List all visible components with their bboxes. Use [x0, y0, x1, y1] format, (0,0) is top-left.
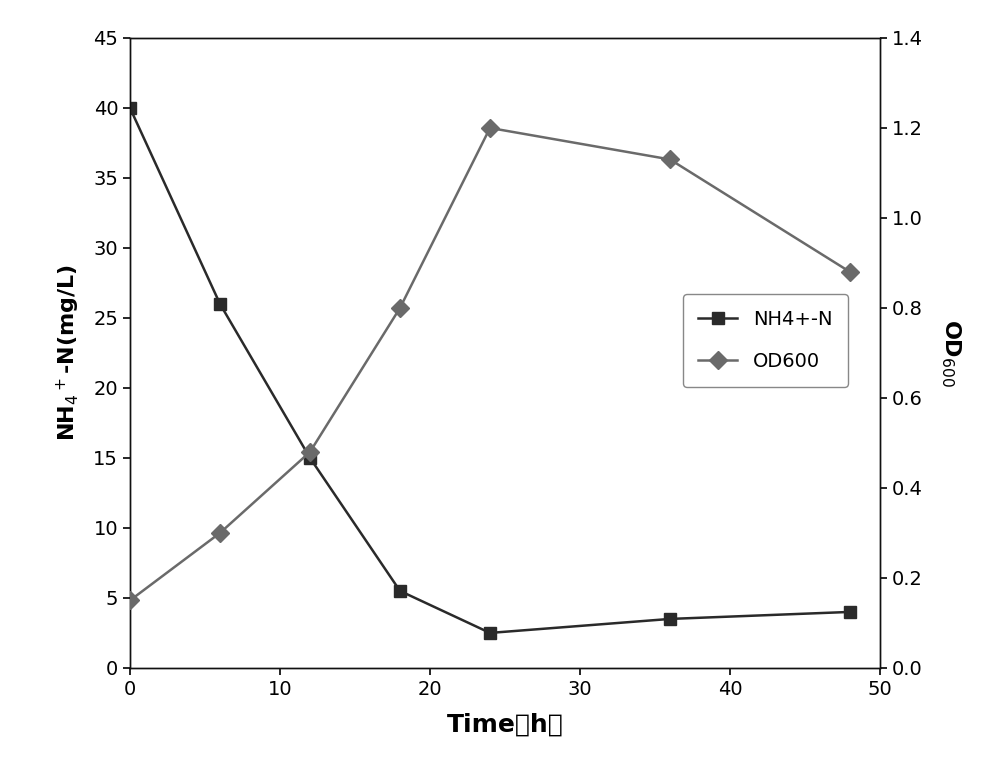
NH4+-N: [124, 103, 136, 112]
OD600: [304, 447, 316, 456]
OD600: [394, 304, 406, 313]
X-axis label: Time（h）: Time（h）: [447, 713, 563, 737]
Y-axis label: OD$_{600}$: OD$_{600}$: [939, 319, 963, 387]
NH4+-N: [664, 614, 676, 623]
Line: NH4+-N: NH4+-N: [124, 102, 856, 639]
NH4+-N: [394, 587, 406, 596]
NH4+-N: [484, 628, 496, 638]
OD600: [124, 596, 136, 605]
OD600: [664, 155, 676, 164]
OD600: [484, 124, 496, 133]
OD600: [844, 267, 856, 276]
NH4+-N: [304, 453, 316, 462]
Legend: NH4+-N, OD600: NH4+-N, OD600: [683, 294, 848, 386]
Y-axis label: NH$_4$$^+$-N(mg/L): NH$_4$$^+$-N(mg/L): [55, 264, 82, 442]
OD600: [214, 528, 226, 537]
Line: OD600: OD600: [124, 121, 856, 606]
NH4+-N: [844, 607, 856, 616]
NH4+-N: [214, 299, 226, 308]
